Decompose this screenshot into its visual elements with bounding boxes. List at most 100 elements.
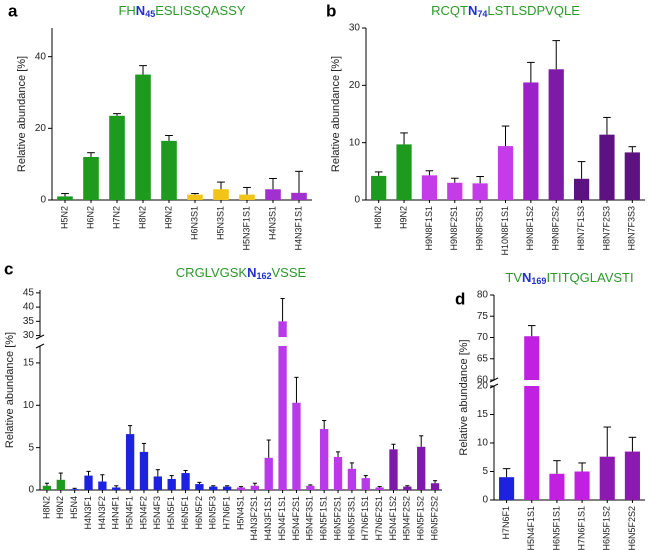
title-part: N (468, 3, 477, 18)
bar (421, 175, 438, 200)
bar (236, 487, 246, 490)
x-tick-label: H6N5F1S1 (319, 496, 329, 541)
x-tick-label: H7N6F1 (501, 506, 511, 540)
bar (167, 478, 176, 490)
bar (139, 451, 149, 490)
bar (56, 479, 65, 490)
bar (42, 485, 52, 490)
bar (447, 182, 463, 200)
y-tick-label: 35 (23, 316, 35, 327)
y-tick-label: 0 (354, 195, 360, 206)
panel-title: RCQTN74LSTLSDPVQLE (431, 3, 580, 19)
title-part: RCQT (431, 3, 468, 18)
axis-break-mark (35, 334, 45, 340)
bar (135, 74, 151, 200)
title-part: N (247, 265, 256, 280)
x-tick-label: H4N4F1 (111, 496, 121, 530)
x-tick-label: H7N2 (111, 206, 121, 229)
y-tick-label: 0 (28, 485, 34, 496)
x-tick-label: H8N7F2S3 (601, 206, 611, 251)
y-tick-label: 5 (482, 466, 488, 477)
bar (306, 485, 315, 490)
y-tick-label: 80 (477, 290, 489, 301)
bar (292, 402, 301, 490)
x-tick-label: H6N5F2S2 (627, 506, 637, 550)
y-tick-label: 45 (23, 287, 35, 298)
x-tick-label: H9N2 (55, 496, 65, 519)
x-tick-label: H8N2 (137, 206, 147, 229)
x-tick-label: H8N2 (373, 206, 383, 229)
x-tick-label: H9N8F3S1 (475, 206, 485, 251)
bar (396, 144, 412, 200)
bar (57, 196, 73, 200)
panel-letter: d (455, 289, 465, 308)
bar (98, 481, 107, 490)
bar (109, 115, 125, 200)
x-tick-label: H8N7F1S3 (576, 206, 586, 251)
x-tick-label: H6N5F3 (208, 496, 218, 530)
bar (375, 487, 384, 490)
panel-title: TVN169ITITQGLAVSTI (505, 270, 633, 286)
y-tick-label: 0 (40, 195, 46, 206)
x-tick-label: H5N2 (59, 206, 69, 229)
bar (250, 485, 260, 490)
x-tick-label: H4N3F2 (97, 496, 107, 530)
bar (84, 475, 93, 490)
bar (125, 434, 135, 490)
y-tick-label: 15 (23, 358, 35, 369)
bar (524, 336, 540, 500)
x-tick-label: H5N4F1S1 (277, 496, 287, 541)
bar (161, 140, 177, 200)
bar (213, 189, 229, 200)
x-tick-label: H7N6F1S1 (576, 506, 586, 550)
title-part: LSTLSDPVQLE (487, 3, 580, 18)
title-part: 169 (531, 276, 546, 286)
bar (320, 429, 329, 490)
title-part: 162 (256, 271, 271, 281)
x-tick-label: H9N8F2S1 (449, 206, 459, 251)
y-tick-label: 10 (477, 438, 489, 449)
bar (624, 451, 640, 500)
title-part: VSSE (272, 265, 307, 280)
axis-break-gap (277, 337, 288, 346)
bar (181, 473, 190, 490)
bar (112, 487, 121, 490)
title-part: FH (118, 3, 135, 18)
bar (599, 456, 615, 500)
bar (523, 82, 539, 200)
bar (83, 157, 99, 200)
y-axis-label: Relative abundance [%] (330, 56, 342, 172)
x-tick-label: H7N6F2S1 (374, 496, 384, 541)
bar (264, 457, 273, 490)
y-tick-label: 30 (349, 23, 361, 34)
bar (153, 476, 162, 490)
y-tick-label: 10 (349, 137, 361, 148)
panel-letter: c (4, 259, 13, 278)
x-tick-label: H9N2 (398, 206, 408, 229)
y-tick-label: 20 (35, 123, 47, 134)
bar (573, 178, 590, 200)
bar (239, 194, 255, 200)
bar (70, 489, 79, 490)
x-tick-label: H5N4F1S1 (526, 506, 536, 550)
x-tick-label: H9N8F2S2 (551, 206, 561, 251)
bar (265, 189, 281, 200)
title-part: ITITQGLAVSTI (546, 270, 633, 285)
title-part: 45 (145, 9, 155, 19)
bar (209, 486, 218, 490)
x-tick-label: H5N4 (69, 496, 79, 519)
title-part: TV (505, 270, 522, 285)
y-tick-label: 10 (23, 400, 35, 411)
bar (417, 446, 426, 490)
x-tick-label: H4N3F1 (83, 496, 93, 530)
bar (497, 146, 514, 200)
x-tick-label: H6N2 (85, 206, 95, 229)
bar (499, 477, 515, 500)
x-tick-label: H5N4F2 (138, 496, 148, 530)
bar (624, 152, 640, 200)
bar (430, 483, 440, 490)
bar (361, 478, 370, 490)
x-tick-label: H9N2 (163, 206, 173, 229)
bar (548, 69, 564, 200)
